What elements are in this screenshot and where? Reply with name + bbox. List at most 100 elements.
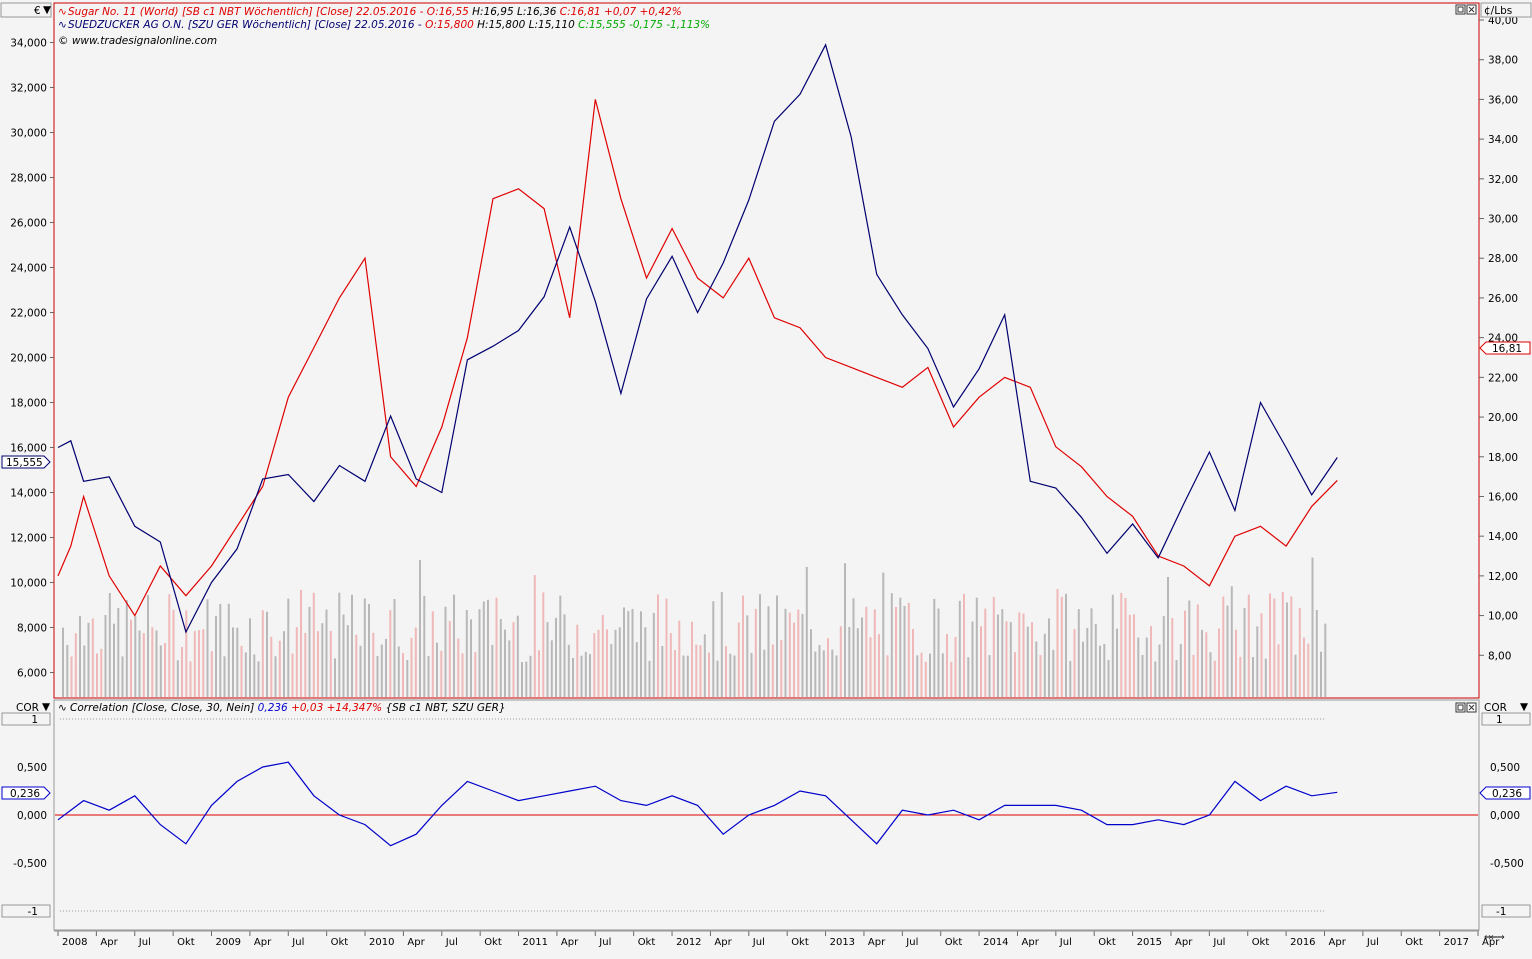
cor-right-tick-label: -0,500: [1490, 858, 1524, 870]
correlation-panel-window-controls[interactable]: [1455, 702, 1477, 713]
volume-bar: [648, 660, 651, 697]
volume-bar: [287, 598, 290, 697]
maximize-icon[interactable]: [1455, 702, 1466, 713]
time-tick-label: 2016: [1290, 937, 1315, 948]
volume-bar: [1315, 610, 1318, 697]
cor-right-edge-box: [1481, 904, 1531, 918]
volume-bar: [848, 626, 851, 697]
right-tick-label: 14,00: [1488, 531, 1518, 543]
volume-bar: [1235, 629, 1237, 697]
cor-left-dropdown-arrow[interactable]: ▼: [42, 701, 51, 713]
volume-bar: [674, 650, 676, 697]
cor-left-tick-label: -0,500: [13, 858, 47, 870]
currency-dropdown[interactable]: [0, 2, 52, 18]
volume-bar: [168, 594, 171, 697]
cor-right-label[interactable]: COR: [1484, 702, 1507, 714]
volume-bar: [1141, 654, 1144, 697]
volume-bar: [512, 622, 515, 697]
right-tick-label: 36,00: [1488, 94, 1518, 106]
volume-bar: [640, 611, 642, 697]
left-tick-label: 6,000: [17, 668, 47, 680]
volume-bar: [1273, 598, 1276, 697]
volume-bar: [716, 660, 719, 697]
volume-bar: [1077, 609, 1080, 697]
time-tick-label: Apr: [1022, 937, 1040, 948]
scroll-arrows-icon[interactable]: ⇔⇐⇒: [1484, 933, 1505, 943]
left-tick-label: 8,000: [17, 623, 47, 635]
volume-bar: [652, 612, 655, 697]
volume-bar: [74, 633, 77, 697]
volume-bar: [1133, 614, 1135, 697]
time-tick-label: 2010: [369, 937, 394, 948]
volume-bar: [385, 638, 387, 697]
maximize-icon[interactable]: [1455, 4, 1466, 15]
volume-bar: [461, 653, 464, 697]
volume-bar: [623, 607, 625, 697]
volume-bar: [414, 627, 417, 697]
volume-bar: [916, 655, 919, 697]
volume-bar: [899, 597, 902, 697]
sugar-legend-name: Sugar No. 11 (World) [SB c1 NBT Wöchentl…: [68, 6, 427, 18]
volume-bar: [1154, 661, 1157, 697]
cor-left-tick-label: 0,000: [17, 810, 47, 822]
time-tick-label: Jul: [445, 937, 458, 948]
volume-bar: [240, 645, 243, 697]
volume-bar: [822, 650, 825, 697]
volume-bar: [937, 608, 940, 697]
volume-bar: [1175, 660, 1178, 697]
cor-left-label[interactable]: COR: [16, 702, 39, 714]
volume-bar: [189, 661, 192, 697]
volume-bar: [1277, 644, 1280, 697]
volume-bar: [929, 653, 931, 697]
time-tick-label: 2011: [523, 937, 548, 948]
volume-bar: [406, 660, 409, 697]
volume-bar: [529, 655, 532, 697]
time-tick-label: 2009: [216, 937, 241, 948]
volume-bar: [1171, 618, 1174, 697]
cor-right-dropdown-arrow[interactable]: ▼: [1520, 701, 1529, 713]
volume-bar: [359, 645, 362, 697]
volume-bar: [244, 652, 247, 697]
right-tick-label: 22,00: [1488, 372, 1518, 384]
volume-bar: [967, 657, 970, 697]
time-axis: 2008 Apr Jul Okt 2009 Apr Jul Okt 2010 Apr Jul Okt 2…: [57, 931, 1500, 948]
volume-bar: [1281, 592, 1284, 697]
volume-bar: [108, 593, 111, 697]
volume-bar: [810, 629, 812, 697]
volume-bar: [1320, 651, 1322, 697]
volume-bar: [601, 615, 604, 697]
volume-bar: [992, 596, 995, 697]
volume-bar: [742, 595, 744, 697]
volume-bar: [444, 606, 447, 697]
volume-bar: [1043, 633, 1046, 697]
volume-bar: [691, 621, 693, 697]
time-tick-label: Apr: [1482, 937, 1500, 948]
szu-last-value-text: 15,555: [6, 457, 43, 469]
volume-bar: [1001, 609, 1004, 697]
time-tick-label: Jul: [598, 937, 611, 948]
volume-bar: [1014, 652, 1016, 697]
volume-bar: [1179, 643, 1182, 697]
volume-bar: [1230, 586, 1233, 697]
left-tick-label: 24,000: [10, 263, 47, 275]
volume-bar: [886, 655, 889, 697]
right-tick-label: 10,00: [1488, 611, 1518, 623]
volume-bar: [1184, 610, 1186, 697]
sugar-legend-open: O:16,55: [427, 6, 469, 18]
volume-bar: [950, 661, 953, 697]
cor-legend-change: +0,03 +14,347%: [288, 702, 382, 714]
price-panel-window-controls[interactable]: [1455, 4, 1477, 15]
volume-bar: [963, 593, 965, 697]
volume-bar: [453, 594, 455, 697]
volume-bar: [1303, 637, 1305, 697]
volume-bar: [270, 636, 273, 697]
cor-legend-value: 0,236: [258, 702, 288, 714]
volume-bar: [1162, 616, 1165, 697]
volume-bar: [368, 603, 370, 697]
volume-bar: [559, 595, 562, 697]
volume-bar: [703, 634, 706, 697]
cor-last-value-tag-left: 0,236: [1, 786, 51, 800]
volume-bar: [351, 594, 353, 697]
volume-bar: [227, 603, 230, 697]
volume-bar: [1052, 649, 1055, 697]
